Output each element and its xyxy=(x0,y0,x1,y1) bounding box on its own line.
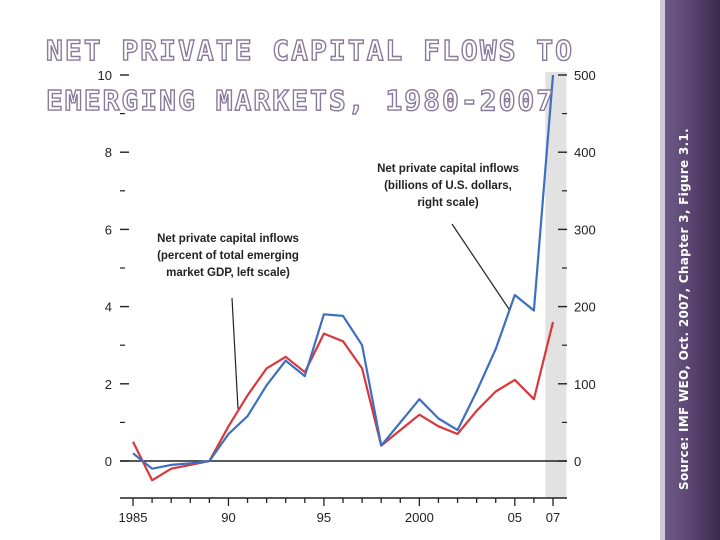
annotation-text: Net private capital inflows (percent of t… xyxy=(157,233,299,279)
source-note: Source: IMF WEO, Oct. 2007, Chapter 3, F… xyxy=(677,128,691,490)
annotation-line: Net private capital inflows xyxy=(157,233,299,245)
series-line-percent-gdp xyxy=(132,321,555,482)
chart-title-line-1: NET PRIVATE CAPITAL FLOWS TO xyxy=(45,33,575,67)
annotation-line: (billions of U.S. dollars, xyxy=(384,180,512,192)
annotation-leader xyxy=(451,223,510,310)
right-axis-tick-label: 300 xyxy=(574,222,596,237)
left-axis-tick-label: 10 xyxy=(98,68,112,83)
left-axis-tick-label: 8 xyxy=(105,145,112,160)
left-axis-tick-label: 4 xyxy=(105,300,112,315)
left-axis-tick-label: 6 xyxy=(105,222,112,237)
right-axis-tick-label: 400 xyxy=(574,145,596,160)
x-axis-tick-label: 07 xyxy=(546,510,560,525)
shaded-period xyxy=(545,72,567,498)
sidebar-panel xyxy=(660,0,720,540)
annotation-text: Net private capital inflows (billions of … xyxy=(377,163,519,209)
x-axis-tick-label: 2000 xyxy=(405,510,434,525)
right-axis-tick-label: 200 xyxy=(574,300,596,315)
x-axis-tick-label: 1985 xyxy=(119,510,148,525)
x-axis-tick-label: 95 xyxy=(317,510,331,525)
annotation-leader xyxy=(231,297,239,409)
chart-title-line-2: EMERGING MARKETS, 1980-2007 xyxy=(45,83,556,117)
right-axis-tick-label: 500 xyxy=(574,68,596,83)
annotation-line: (percent of total emerging xyxy=(157,250,299,262)
right-axis-tick-label: 100 xyxy=(574,377,596,392)
x-axis-tick-label: 05 xyxy=(508,510,522,525)
left-axis-tick-label: 0 xyxy=(105,454,112,469)
annotation-line: Net private capital inflows xyxy=(377,163,519,175)
annotation-line: right scale) xyxy=(417,197,479,209)
x-axis-tick-label: 90 xyxy=(221,510,235,525)
right-axis-tick-label: 0 xyxy=(574,454,581,469)
series-line-billions-usd xyxy=(132,74,555,470)
annotation-line: market GDP, left scale) xyxy=(166,267,290,279)
left-axis-tick-label: 2 xyxy=(105,377,112,392)
